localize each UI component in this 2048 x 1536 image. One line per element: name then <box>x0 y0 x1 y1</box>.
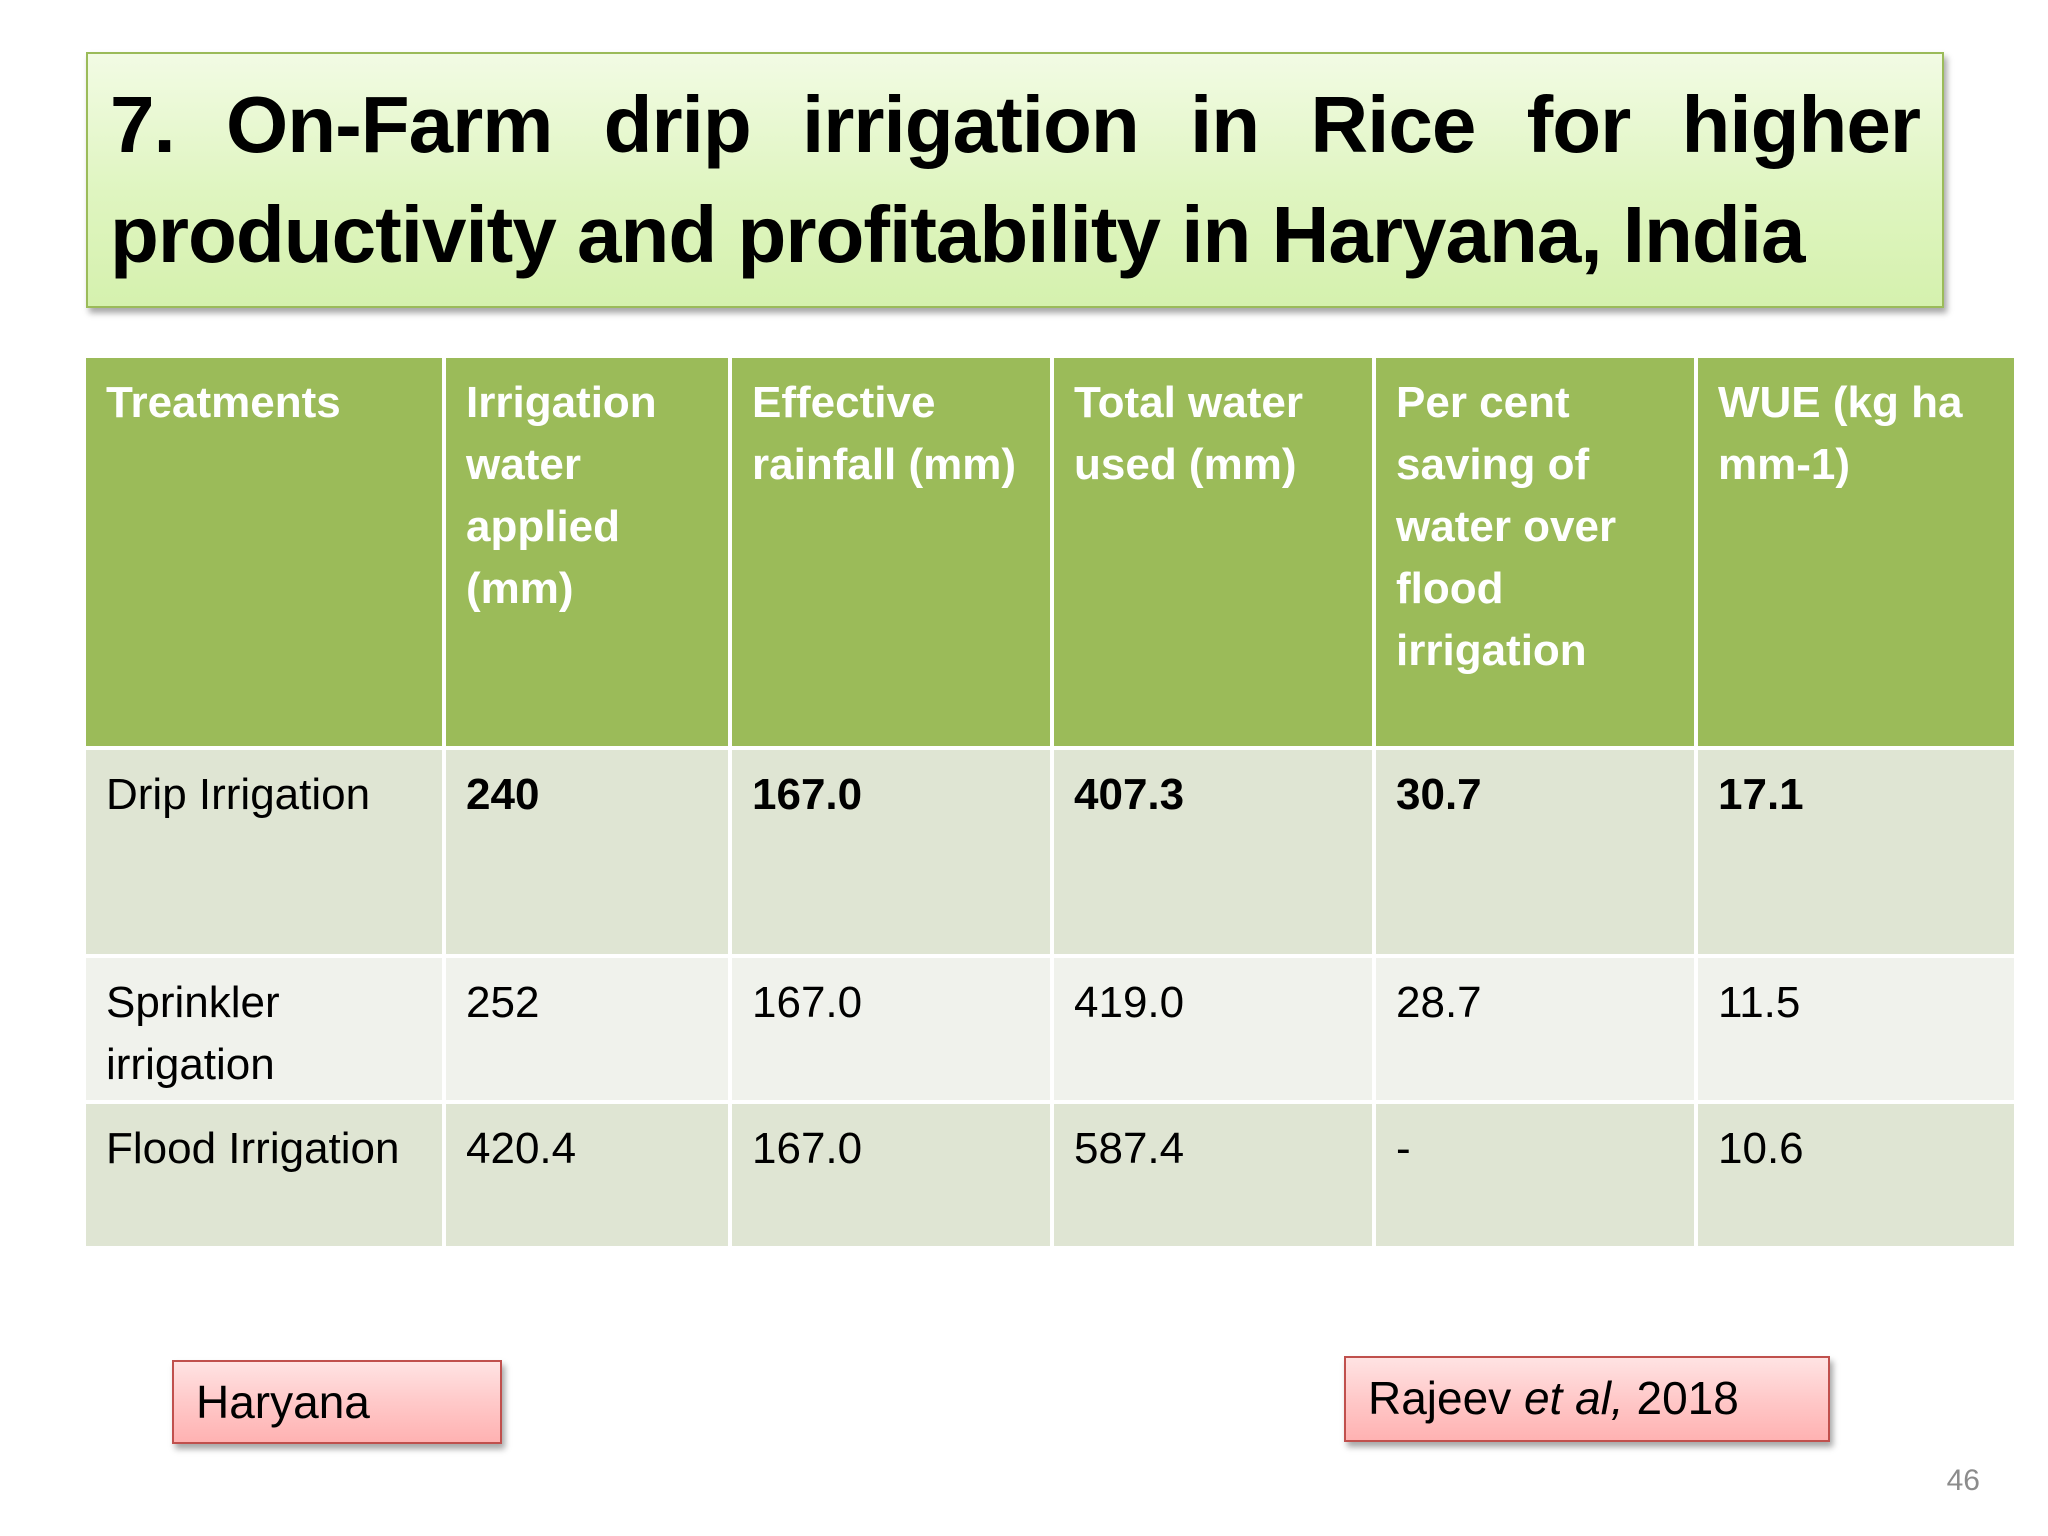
cell-total-water: 407.3 <box>1050 746 1376 958</box>
location-label: Haryana <box>172 1360 502 1444</box>
citation-year: 2018 <box>1623 1372 1739 1424</box>
cell-treatment: Flood Irrigation <box>86 1100 446 1250</box>
table-row-sprinkler: Sprinkler irrigation 252 167.0 419.0 28.… <box>86 954 2018 1104</box>
cell-irrigation-water: 252 <box>442 954 732 1104</box>
cell-wue: 11.5 <box>1694 954 2018 1104</box>
cell-irrigation-water: 240 <box>442 746 732 958</box>
header-total-water-used: Total water used (mm) <box>1050 354 1376 750</box>
cell-wue: 10.6 <box>1694 1100 2018 1250</box>
data-table-wrapper: Treatments Irrigation water applied (mm)… <box>86 354 2018 1250</box>
header-treatments: Treatments <box>86 354 446 750</box>
cell-percent-saving: 30.7 <box>1372 746 1698 958</box>
cell-effective-rainfall: 167.0 <box>728 954 1054 1104</box>
table-row-flood: Flood Irrigation 420.4 167.0 587.4 - 10.… <box>86 1100 2018 1250</box>
citation-etal: et al, <box>1523 1372 1624 1424</box>
cell-total-water: 587.4 <box>1050 1100 1376 1250</box>
page-number: 46 <box>1946 1464 1980 1497</box>
location-text: Haryana <box>196 1376 370 1428</box>
title-box: 7. On-Farm drip irrigation in Rice for h… <box>86 52 1944 308</box>
cell-effective-rainfall: 167.0 <box>728 746 1054 958</box>
cell-irrigation-water: 420.4 <box>442 1100 732 1250</box>
citation-label: Rajeev et al, 2018 <box>1344 1356 1830 1442</box>
cell-effective-rainfall: 167.0 <box>728 1100 1054 1250</box>
cell-treatment: Sprinkler irrigation <box>86 954 446 1104</box>
slide-title: 7. On-Farm drip irrigation in Rice for h… <box>110 80 1921 279</box>
header-effective-rainfall: Effective rainfall (mm) <box>728 354 1054 750</box>
citation-author: Rajeev <box>1368 1372 1524 1424</box>
header-irrigation-water-applied: Irrigation water applied (mm) <box>442 354 732 750</box>
header-percent-saving: Per cent saving of water over flood irri… <box>1372 354 1698 750</box>
table-header-row: Treatments Irrigation water applied (mm)… <box>86 354 2018 750</box>
cell-treatment: Drip Irrigation <box>86 746 446 958</box>
cell-percent-saving: - <box>1372 1100 1698 1250</box>
cell-total-water: 419.0 <box>1050 954 1376 1104</box>
cell-wue: 17.1 <box>1694 746 2018 958</box>
irrigation-table: Treatments Irrigation water applied (mm)… <box>86 354 2018 1250</box>
cell-percent-saving: 28.7 <box>1372 954 1698 1104</box>
header-wue: WUE (kg ha mm-1) <box>1694 354 2018 750</box>
table-row-drip: Drip Irrigation 240 167.0 407.3 30.7 17.… <box>86 746 2018 958</box>
